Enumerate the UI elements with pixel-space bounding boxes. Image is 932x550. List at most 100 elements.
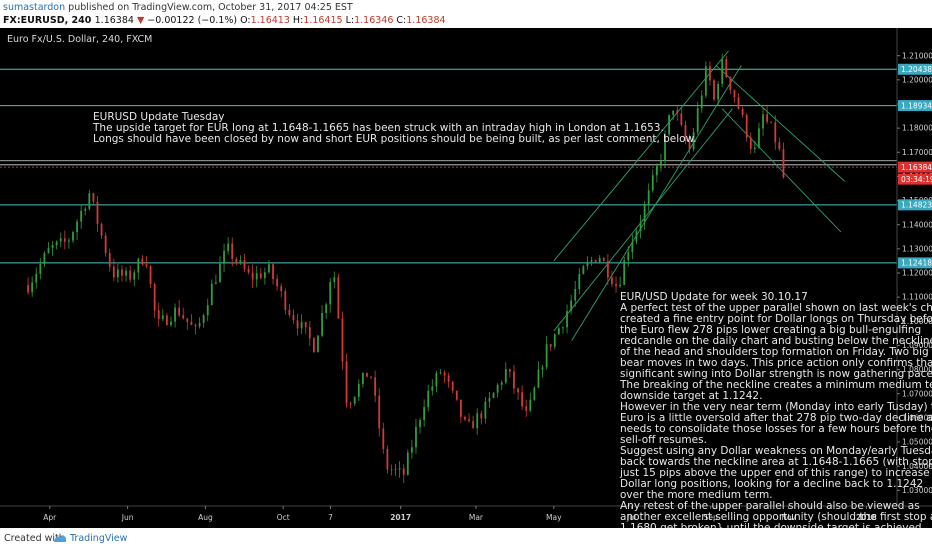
publish-info: published on TradingView.com, October 31… — [65, 2, 353, 13]
candle-body — [182, 315, 185, 319]
candle-body — [578, 273, 581, 290]
candle-body — [688, 140, 691, 150]
candle-body — [361, 372, 364, 384]
candle-body — [325, 304, 328, 314]
open-value: 1.16413 — [250, 15, 290, 26]
candle-body — [606, 261, 609, 278]
update-note-week: EUR/USD Update for week 30.10.17 A perfec… — [620, 292, 932, 534]
candle-body — [570, 300, 573, 312]
candle-body — [329, 281, 332, 305]
candle-body — [496, 384, 499, 393]
author-link[interactable]: sumastardon — [3, 2, 66, 13]
candle-body — [210, 283, 213, 306]
candle-body — [406, 452, 409, 475]
candle-body — [513, 371, 515, 389]
candle-body — [243, 259, 246, 269]
candle-body — [680, 113, 683, 125]
channel-line — [553, 50, 729, 262]
candle-body — [198, 322, 201, 327]
candle-body — [615, 284, 617, 287]
candle-body — [476, 413, 479, 429]
candle-body — [464, 416, 466, 420]
low-label: L: — [342, 15, 355, 26]
note2-line: However in the very near term (Monday in… — [620, 401, 932, 413]
candle-body — [713, 80, 715, 100]
price-tick-label: 1.21000 — [902, 51, 932, 60]
candle-body — [439, 372, 442, 374]
note2-line: of the head and shoulders top formation … — [620, 346, 929, 358]
candle-body — [280, 286, 283, 292]
price-tick-label: 1.10000 — [902, 317, 932, 326]
note2-line: needs to consolidate those losses for a … — [620, 423, 932, 435]
price-tick-label: 1.07000 — [902, 389, 932, 398]
level-badge-bg — [898, 199, 932, 211]
time-tick-label: Apr — [43, 513, 57, 522]
candle-body — [296, 320, 299, 329]
price-tick-label: 1.04000 — [902, 462, 932, 471]
close-value: 1.16384 — [406, 15, 446, 26]
candle-body — [394, 469, 397, 471]
candle-body — [231, 243, 234, 259]
candle-body — [153, 283, 156, 311]
candle-body — [292, 314, 295, 321]
candle-body — [149, 266, 152, 284]
candle-body — [259, 273, 262, 279]
candle-body — [627, 252, 630, 261]
candle-body — [345, 361, 348, 404]
candle-body — [533, 387, 536, 400]
level-badge-bg — [898, 100, 932, 112]
candle-body — [594, 260, 597, 263]
level-badge: 1.20438 — [901, 65, 932, 74]
candle-body — [562, 327, 564, 329]
price-tick-label: 1.09000 — [902, 341, 932, 350]
candle-body — [276, 279, 279, 287]
price-tick-label: 1.08000 — [902, 365, 932, 374]
candle-body — [88, 193, 91, 209]
candle-body — [696, 108, 699, 133]
price-tick-label: 1.14000 — [902, 220, 932, 229]
note2-line: another excellent selling opportunity (s… — [620, 511, 932, 523]
tradingview-logo-icon[interactable] — [53, 532, 67, 544]
candle-body — [672, 110, 675, 115]
candle-body — [370, 376, 372, 378]
tradingview-link[interactable]: TradingView — [70, 533, 128, 544]
candle-body — [170, 321, 172, 325]
candle-body — [549, 344, 552, 347]
candle-body — [484, 401, 487, 419]
note2-line: just 15 pips above the upper end of this… — [620, 467, 930, 479]
price-tick-label: 1.18000 — [902, 124, 932, 133]
candle-body — [202, 315, 205, 323]
candle-body — [782, 149, 785, 178]
high-value: 1.16415 — [303, 15, 343, 26]
candle-body — [631, 241, 634, 253]
current-price-badge-bg — [898, 161, 932, 173]
channel-line — [553, 108, 733, 332]
candle-body — [700, 95, 703, 109]
candle-body — [655, 166, 658, 176]
candle-body — [545, 344, 548, 368]
candle-body — [451, 381, 454, 391]
candle-body — [145, 264, 148, 267]
candle-body — [582, 266, 585, 274]
note2-line: EUR/USD Update for week 30.10.17 — [620, 291, 808, 303]
time-tick-label: Sep — [704, 513, 718, 522]
candle-body — [263, 272, 266, 279]
note2-line: the Euro flew 278 pips lower creating a … — [620, 324, 922, 336]
candle-body — [76, 221, 78, 233]
candle-body — [312, 338, 315, 353]
candle-body — [431, 386, 434, 391]
low-value: 1.16346 — [354, 15, 394, 26]
change-arrow-icon: ▼ — [136, 15, 145, 26]
candle-body — [92, 193, 95, 202]
candle-body — [586, 261, 589, 267]
time-tick-label: 7 — [328, 513, 333, 522]
chart-area[interactable]: 1.210001.200001.190001.180001.170001.160… — [0, 28, 932, 534]
channel-line — [721, 108, 842, 233]
candle-body — [255, 273, 258, 280]
candle-body — [321, 313, 323, 336]
candle-body — [235, 258, 238, 262]
candle-body — [288, 309, 291, 315]
candle-body — [39, 263, 42, 274]
price-chart[interactable]: 1.210001.200001.190001.180001.170001.160… — [0, 28, 932, 528]
candle-body — [529, 399, 532, 411]
